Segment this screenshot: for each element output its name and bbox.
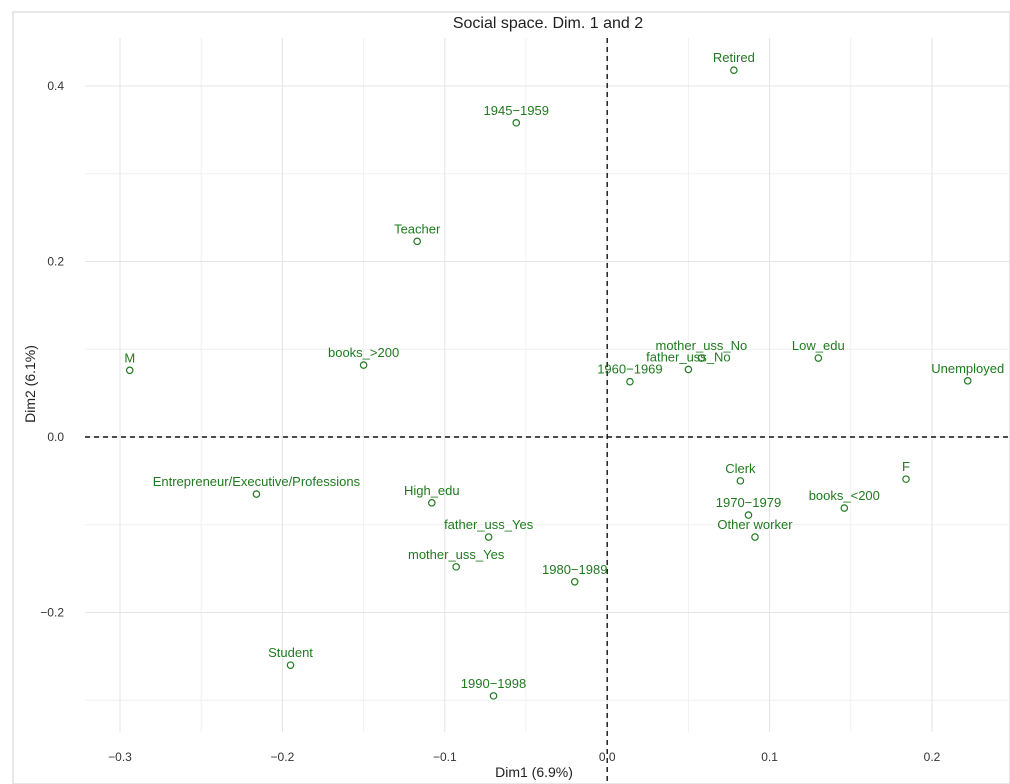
- x-tick-label: 0.1: [761, 750, 778, 764]
- x-axis-title: Dim1 (6.9%): [495, 764, 573, 780]
- point-label: Other worker: [717, 517, 793, 532]
- x-tick-label: −0.2: [271, 750, 295, 764]
- point-label: 1970−1979: [716, 495, 781, 510]
- data-point: [902, 475, 910, 483]
- data-point: [684, 365, 693, 374]
- point-label: Clerk: [725, 461, 756, 476]
- data-point: [512, 119, 521, 127]
- point-label: 1980−1989: [542, 562, 607, 577]
- data-point: [413, 237, 421, 246]
- data-point: [840, 504, 849, 512]
- grid: [85, 38, 1010, 732]
- axis-ticks: −0.3 −0.2 −0.1 0.0 0.1 0.2 0.4 0.2 0.0 −0.2: [40, 79, 940, 764]
- data-point: [252, 490, 261, 498]
- data-point: [697, 354, 706, 362]
- point-label: books_<200: [809, 488, 880, 503]
- point-label: 1990−1998: [461, 676, 526, 691]
- x-tick-label: −0.1: [433, 750, 457, 764]
- y-tick-label: 0.0: [47, 430, 64, 444]
- data-point: [963, 377, 972, 385]
- data-point: [736, 477, 745, 485]
- point-label: mother_uss_No: [656, 338, 748, 353]
- point-label: Teacher: [394, 221, 441, 236]
- data-point: [626, 377, 634, 386]
- data-point: [125, 366, 134, 375]
- point-label: father_uss_Yes: [444, 517, 534, 532]
- plot-frame: [12, 11, 1010, 784]
- y-tick-label: −0.2: [40, 606, 64, 620]
- point-label: Student: [268, 645, 313, 660]
- point-label: books_>200: [328, 345, 399, 360]
- data-point: [744, 511, 753, 519]
- point-label: Unemployed: [931, 361, 1004, 376]
- reference-lines: [85, 38, 1010, 784]
- data-point: [570, 577, 579, 586]
- data-point: [286, 661, 295, 669]
- point-label: High_edu: [404, 483, 460, 498]
- point-label: F: [902, 459, 910, 474]
- data-point: [452, 563, 460, 571]
- data-point: [489, 692, 498, 700]
- y-tick-label: 0.4: [47, 79, 64, 93]
- y-axis-title: Dim2 (6.1%): [22, 345, 38, 423]
- point-label: mother_uss_Yes: [408, 547, 505, 562]
- point-label: Retired: [713, 50, 755, 65]
- point-label: Low_edu: [792, 338, 845, 353]
- chart-title: Social space. Dim. 1 and 2: [453, 15, 643, 32]
- data-point: [359, 361, 368, 369]
- point-label: father_uss_No: [646, 349, 731, 364]
- point-label: Entrepreneur/Executive/Professions: [153, 474, 361, 489]
- x-tick-label: 0.2: [924, 750, 941, 764]
- data-point: [814, 354, 823, 362]
- data-point: [428, 499, 436, 507]
- x-tick-label: −0.3: [108, 750, 132, 764]
- point-label: 1960−1969: [597, 362, 662, 377]
- point-label: 1945−1959: [484, 103, 549, 118]
- point-label: M: [124, 350, 135, 365]
- data-points: [125, 66, 972, 700]
- data-point: [751, 533, 759, 541]
- y-tick-label: 0.2: [47, 255, 64, 269]
- data-point: [484, 533, 493, 541]
- data-point: [730, 66, 738, 75]
- x-tick-label: 0.0: [599, 750, 616, 764]
